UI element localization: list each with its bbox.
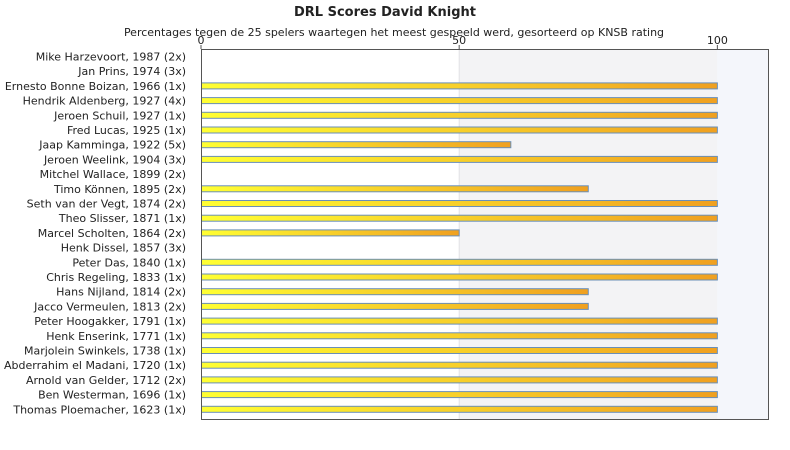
y-tick-label: Abderrahim el Madani, 1720 (1x) — [4, 359, 186, 372]
x-tick-label: 100 — [707, 34, 728, 47]
y-tick-label: Seth van der Vegt, 1874 (2x) — [27, 198, 186, 211]
y-axis: Mike Harzevoort, 1987 (2x)Jan Prins, 197… — [4, 51, 186, 417]
x-tick-label: 50 — [452, 34, 466, 47]
y-tick-label: Peter Das, 1840 (1x) — [72, 256, 186, 269]
bar — [201, 302, 589, 310]
bar — [201, 229, 460, 237]
plot-frame — [201, 49, 769, 420]
y-tick-label: Jan Prins, 1974 (3x) — [77, 65, 186, 78]
y-tick-label: Henk Enserink, 1771 (1x) — [46, 330, 186, 343]
y-tick-label: Timo Können, 1895 (2x) — [53, 183, 186, 196]
bar — [201, 361, 718, 369]
y-tick-label: Ernesto Bonne Boizan, 1966 (1x) — [5, 80, 186, 93]
y-tick-label: Mitchel Wallace, 1899 (2x) — [40, 168, 186, 181]
bar — [201, 376, 718, 384]
y-tick-label: Jeroen Schuil, 1927 (1x) — [53, 109, 186, 122]
y-tick-label: Marcel Scholten, 1864 (2x) — [38, 227, 186, 240]
x-tick-label: 0 — [198, 34, 205, 47]
bar — [201, 391, 718, 399]
bar — [201, 258, 718, 266]
y-tick-label: Chris Regeling, 1833 (1x) — [46, 271, 186, 284]
y-tick-label: Hendrik Aldenberg, 1927 (4x) — [23, 95, 186, 108]
y-tick-label: Fred Lucas, 1925 (1x) — [67, 124, 186, 137]
bar — [201, 185, 589, 193]
y-tick-label: Jeroen Weelink, 1904 (3x) — [43, 153, 186, 166]
bar — [201, 82, 718, 90]
bar — [201, 288, 589, 296]
chart-subtitle: Percentages tegen de 25 spelers waartege… — [124, 26, 664, 39]
bar — [201, 405, 718, 413]
bar — [201, 141, 512, 149]
y-tick-label: Peter Hoogakker, 1791 (1x) — [34, 315, 186, 328]
y-tick-label: Mike Harzevoort, 1987 (2x) — [36, 51, 186, 64]
x-axis: 0 50 100 — [198, 34, 728, 49]
y-tick-label: Jaap Kamminga, 1922 (5x) — [38, 139, 186, 152]
y-tick-label: Jacco Vermeulen, 1813 (2x) — [33, 300, 186, 313]
band-100-plus — [717, 49, 769, 420]
bar — [201, 155, 718, 163]
y-tick-label: Arnold van Gelder, 1712 (2x) — [26, 374, 186, 387]
bar — [201, 214, 718, 222]
band-50-100 — [459, 49, 718, 420]
y-tick-label: Marjolein Swinkels, 1738 (1x) — [24, 345, 186, 358]
bar — [201, 317, 718, 325]
y-tick-label: Ben Westerman, 1696 (1x) — [38, 389, 186, 402]
bar — [201, 97, 718, 105]
chart-title: DRL Scores David Knight — [294, 5, 476, 20]
y-tick-label: Thomas Ploemacher, 1623 (1x) — [12, 403, 186, 416]
bar — [201, 126, 718, 134]
bar — [201, 273, 718, 281]
bar — [201, 332, 718, 340]
bar — [201, 111, 718, 119]
bar — [201, 347, 718, 354]
bar — [201, 200, 718, 207]
y-tick-label: Henk Dissel, 1857 (3x) — [61, 242, 186, 255]
y-tick-label: Hans Nijland, 1814 (2x) — [56, 286, 186, 299]
y-tick-label: Theo Slisser, 1871 (1x) — [58, 212, 186, 225]
